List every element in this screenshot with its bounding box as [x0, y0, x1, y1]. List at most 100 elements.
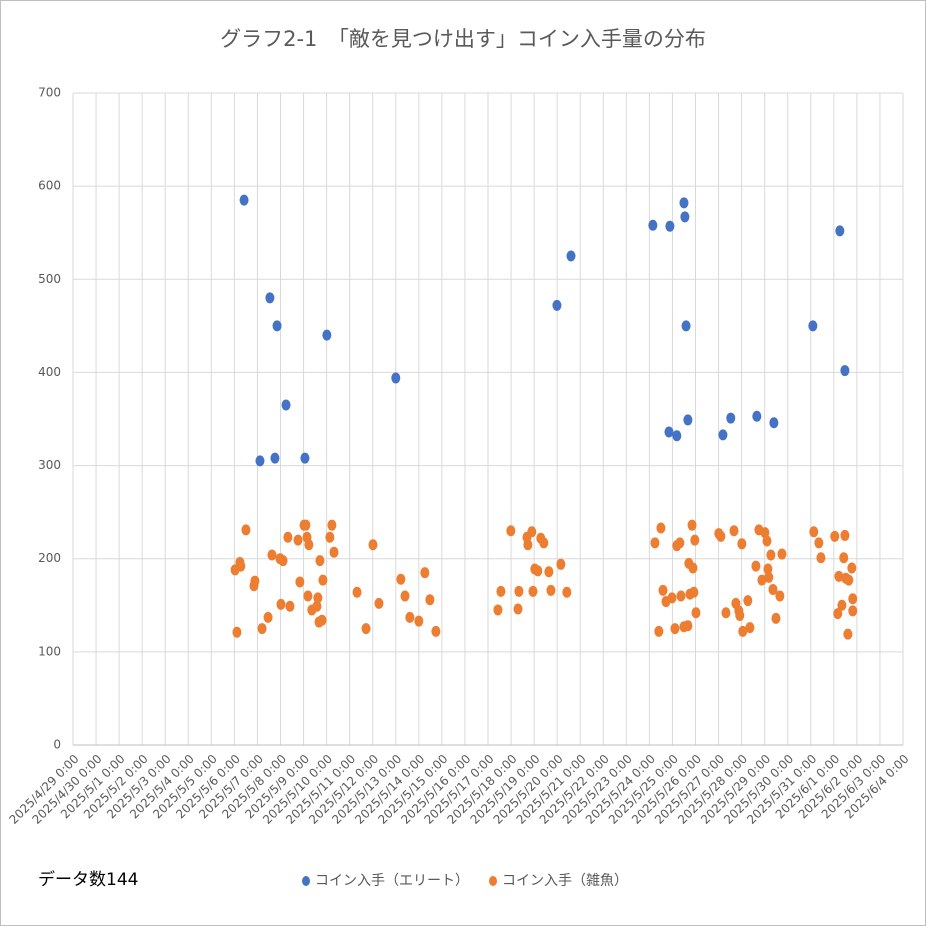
point [241, 524, 251, 536]
point [544, 566, 554, 578]
point [420, 567, 430, 579]
point [664, 426, 674, 438]
point [325, 531, 335, 543]
point [670, 623, 680, 635]
point [721, 607, 731, 619]
point [745, 622, 755, 634]
point [313, 592, 323, 604]
point [301, 519, 311, 531]
point [257, 623, 267, 635]
point [506, 525, 516, 537]
point [777, 548, 787, 560]
point [513, 603, 523, 615]
point [672, 430, 682, 442]
point [809, 526, 819, 538]
point [329, 546, 339, 558]
point [327, 519, 337, 531]
point [405, 611, 415, 623]
point [687, 519, 697, 531]
point [771, 612, 781, 624]
point [665, 220, 675, 232]
point [679, 197, 689, 209]
point [278, 555, 288, 567]
point [425, 594, 435, 606]
point [843, 628, 853, 640]
legend-label: コイン入手（雑魚） [502, 873, 628, 889]
point [654, 625, 664, 637]
point [738, 625, 748, 637]
point [496, 585, 506, 597]
point [833, 608, 843, 620]
point [760, 527, 770, 539]
point [848, 593, 858, 605]
point [726, 412, 736, 424]
point [683, 414, 693, 426]
point [283, 531, 293, 543]
point [270, 452, 280, 464]
point [285, 600, 295, 612]
point [688, 562, 698, 574]
point [352, 586, 362, 598]
point [566, 250, 576, 262]
point [293, 534, 303, 546]
point [528, 585, 538, 597]
point [546, 584, 556, 596]
point [752, 410, 762, 422]
point [751, 560, 761, 572]
point [493, 604, 503, 616]
point [656, 522, 666, 534]
point [527, 526, 537, 538]
y-tick-label: 600 [38, 179, 61, 193]
point [847, 562, 857, 574]
point [681, 320, 691, 332]
point [648, 219, 658, 231]
point [272, 320, 282, 332]
y-tick-label: 0 [53, 738, 61, 752]
point [368, 539, 378, 551]
point [374, 597, 384, 609]
point [539, 537, 549, 549]
point [400, 590, 410, 602]
point [691, 607, 701, 619]
point [396, 573, 406, 585]
point [840, 529, 850, 541]
point [814, 537, 824, 549]
point [763, 563, 773, 575]
point [304, 539, 314, 551]
point [762, 535, 772, 547]
point [267, 549, 277, 561]
y-tick-label: 500 [38, 272, 61, 286]
point [232, 626, 242, 638]
point [295, 576, 305, 588]
point [816, 552, 826, 564]
point [263, 611, 273, 623]
point [255, 455, 265, 467]
point [808, 320, 818, 332]
point [757, 574, 767, 586]
point [768, 583, 778, 595]
y-tick-label: 200 [38, 551, 61, 565]
point [650, 537, 660, 549]
point [514, 585, 524, 597]
legend-marker [302, 876, 310, 886]
point [312, 600, 322, 612]
point [556, 558, 566, 570]
point [250, 575, 260, 587]
point [667, 592, 677, 604]
point [729, 525, 739, 537]
point [236, 560, 246, 572]
point [737, 538, 747, 550]
point [690, 534, 700, 546]
point [675, 537, 685, 549]
point [830, 530, 840, 542]
point [676, 590, 686, 602]
y-tick-label: 300 [38, 458, 61, 472]
point [315, 555, 325, 567]
y-tick-label: 100 [38, 644, 61, 658]
point [775, 590, 785, 602]
point [689, 586, 699, 598]
point [414, 615, 424, 627]
point [523, 539, 533, 551]
